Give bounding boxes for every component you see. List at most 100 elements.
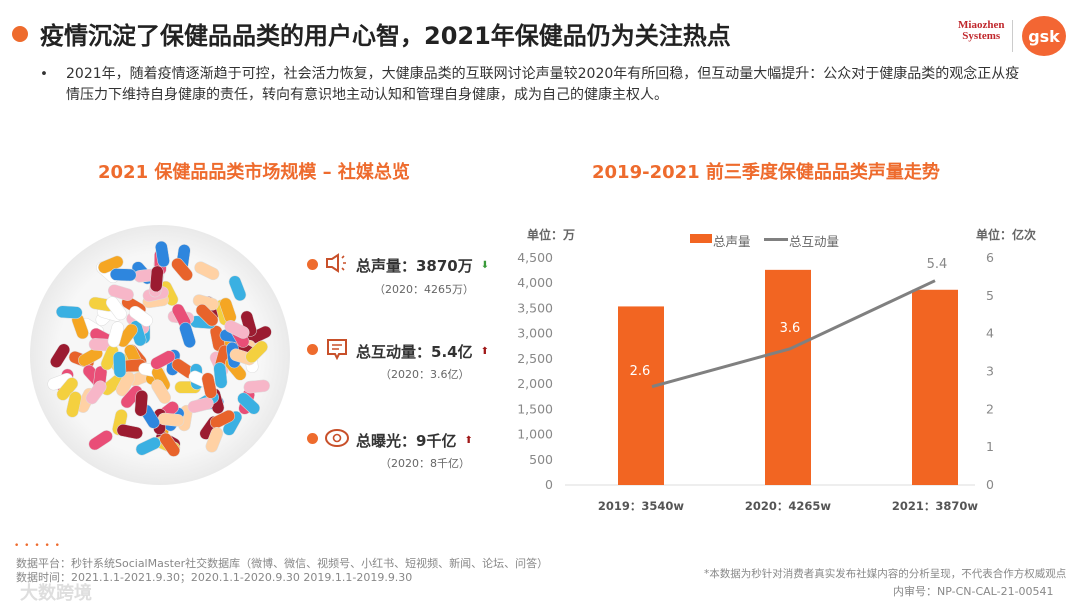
bar: [765, 269, 811, 485]
kpi-interactions-row: 总互动量：5.4亿 ⬆: [356, 341, 489, 362]
left-tick: 4,000: [517, 275, 553, 290]
legend-line-label: 总互动量: [789, 234, 840, 249]
kpi-dot: [307, 344, 318, 355]
pill: [66, 391, 82, 418]
kpi-exposure-row: 总曝光：9千亿 ⬆: [356, 430, 473, 451]
pill: [116, 424, 143, 440]
comment-icon: [327, 339, 347, 360]
left-tick: 4,500: [517, 250, 553, 265]
pill: [55, 305, 83, 319]
kpi-volume: 总声量：3870万: [356, 257, 473, 275]
data-source: 数据平台：秒针系统SocialMaster社交数据库（微博、微信、视频号、小红书…: [16, 557, 549, 570]
left-tick: 1,500: [517, 401, 553, 416]
kpi-exposure-prev: （2020：8千亿）: [380, 457, 470, 470]
kpi-dot: [307, 259, 318, 270]
pills-image: [30, 225, 290, 485]
pill: [50, 343, 70, 368]
pill: [205, 427, 224, 453]
pill: [134, 389, 149, 417]
page-title: 疫情沉淀了保健品品类的用户心智，2021年保健品仍为关注热点: [40, 22, 731, 50]
left-section-title: 2021 保健品品类市场规模 – 社媒总览: [98, 162, 410, 183]
left-tick: 2,000: [517, 376, 553, 391]
line-data-label: 5.4: [927, 257, 948, 272]
legend-bar-swatch: [690, 234, 712, 243]
left-tick: 1,000: [517, 427, 553, 442]
right-tick: 4: [986, 326, 994, 341]
kpi-volume-row: 总声量：3870万 ⬇: [356, 255, 489, 276]
megaphone-icon: [326, 253, 346, 273]
x-tick: 2019：3540w: [598, 499, 685, 513]
pill: [151, 379, 171, 404]
bar: [912, 289, 958, 485]
watermark: 大数跨境: [20, 583, 92, 604]
right-axis-unit: 单位：亿次: [976, 228, 1037, 242]
pill: [209, 409, 235, 429]
eye-icon: [325, 429, 349, 447]
kpi-dot: [307, 433, 318, 444]
pill: [171, 257, 193, 282]
left-tick: 3,000: [517, 326, 553, 341]
pill: [201, 372, 218, 399]
pill: [155, 240, 170, 268]
pill: [109, 268, 137, 282]
pill: [107, 284, 134, 301]
pill: [194, 261, 220, 281]
pill: [237, 392, 261, 415]
pill: [195, 304, 219, 327]
up-arrow-icon: ⬆: [464, 435, 473, 446]
kpi-volume-prev: （2020：4265万）: [374, 283, 474, 296]
left-tick: 500: [529, 452, 553, 467]
up-arrow-icon: ⬆: [480, 346, 489, 357]
pill: [112, 351, 127, 378]
miaozhen-logo: Miaozhen Systems: [958, 19, 1005, 42]
right-tick: 2: [986, 401, 994, 416]
body-text: 2021年，随着疫情逐渐趋于可控，社会活力恢复，大健康品类的互联网讨论声量较20…: [66, 66, 1020, 103]
pill: [85, 380, 107, 405]
pill: [107, 321, 124, 348]
pill: [187, 397, 214, 414]
pill: [213, 362, 228, 389]
left-tick: 0: [545, 477, 553, 492]
left-axis-unit: 单位：万: [527, 228, 576, 242]
left-tick: 3,500: [517, 300, 553, 315]
pill: [224, 320, 250, 339]
bullet: •: [40, 66, 48, 82]
gsk-logo: gsk: [1022, 16, 1066, 56]
pill: [179, 322, 196, 348]
left-tick: 2,500: [517, 351, 553, 366]
pill: [105, 296, 127, 321]
pill: [149, 265, 164, 293]
right-section-title: 2019-2021 前三季度保健品品类声量走势: [592, 162, 940, 183]
down-arrow-icon: ⬇: [480, 260, 490, 271]
right-tick: 5: [986, 288, 994, 303]
x-tick: 2021：3870w: [892, 499, 979, 513]
data-period: 数据时间：2021.1.1-2021.9.30；2020.1.1-2020.9.…: [16, 571, 413, 584]
pill: [128, 305, 153, 327]
logo-divider: [1012, 20, 1013, 52]
pill: [115, 371, 136, 397]
kpi-exposure: 总曝光：9千亿: [356, 432, 457, 450]
footer-dots: • • • • •: [14, 541, 61, 551]
right-tick: 3: [986, 364, 994, 379]
review-number: 内审号：NP-CN-CAL-21-00541: [893, 585, 1054, 598]
interaction-line: [651, 279, 936, 389]
right-tick: 6: [986, 250, 994, 265]
pill: [88, 430, 113, 451]
pill: [245, 340, 268, 364]
kpi-interactions: 总互动量：5.4亿: [356, 343, 473, 361]
line-data-label: 2.6: [630, 364, 651, 379]
kpi-interactions-prev: （2020：3.6亿）: [380, 368, 470, 381]
pill: [228, 275, 247, 302]
title-bullet: [12, 26, 28, 42]
disclaimer: *本数据为秒针对消费者真实发布社媒内容的分析呈现，不代表合作方权威观点: [704, 568, 1067, 580]
legend-line-swatch: [764, 238, 788, 241]
x-tick: 2020：4265w: [745, 499, 832, 513]
legend-bar-label: 总声量: [713, 234, 751, 249]
pill: [150, 350, 176, 370]
volume-trend-chart: 0 500 1,000 1,500 2,000 2,500 3,000 3,500 4,000 4…: [517, 250, 994, 513]
line-data-label: 3.6: [780, 321, 801, 336]
pill: [243, 379, 270, 394]
right-tick: 0: [986, 477, 994, 492]
bar: [618, 306, 664, 485]
right-tick: 1: [986, 439, 994, 454]
